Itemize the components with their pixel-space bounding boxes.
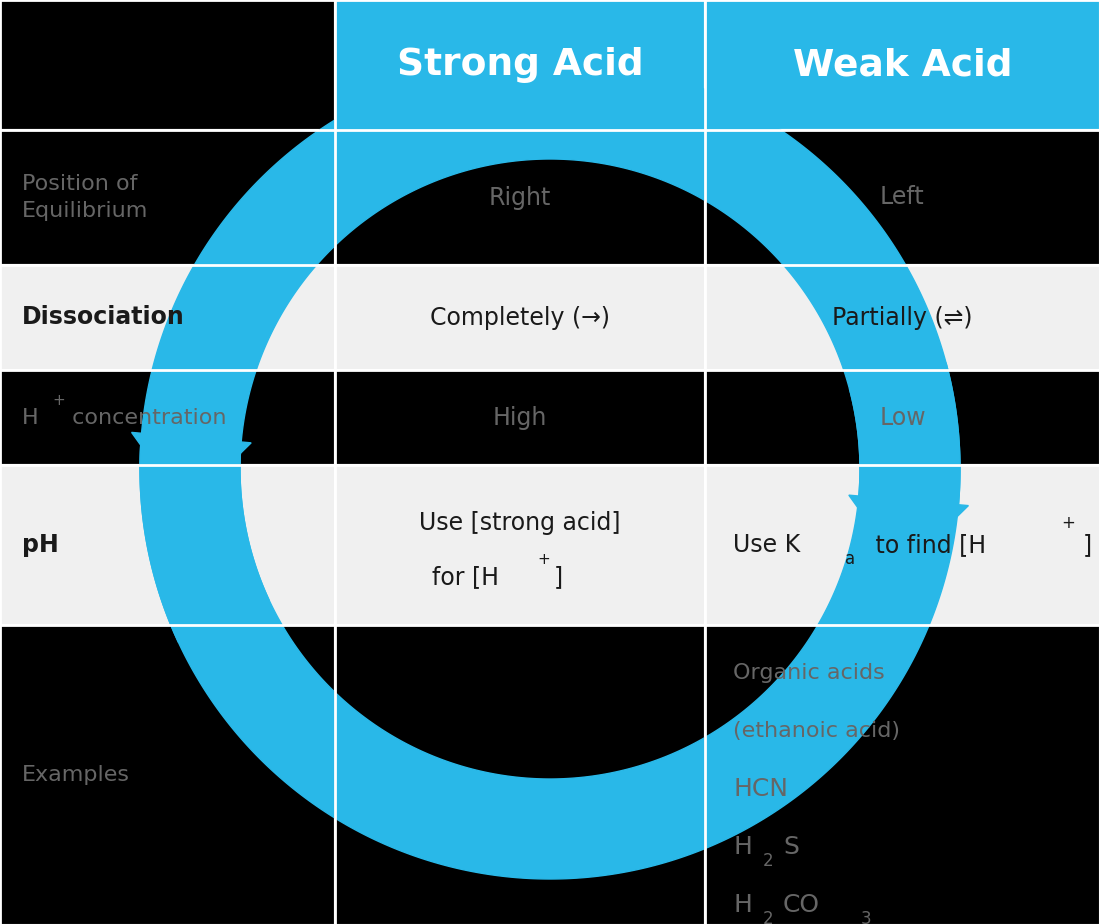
Text: a: a <box>845 550 855 568</box>
Text: (ethanoic acid): (ethanoic acid) <box>733 721 900 741</box>
Bar <box>705 370 1100 465</box>
Bar <box>0 465 336 625</box>
Text: Use [strong acid]: Use [strong acid] <box>419 511 620 535</box>
Text: Dissociation: Dissociation <box>22 306 185 330</box>
Text: Left: Left <box>880 186 925 210</box>
Text: H: H <box>22 407 38 428</box>
Polygon shape <box>140 363 960 879</box>
Bar <box>336 265 705 370</box>
Text: 3: 3 <box>861 910 871 924</box>
Text: concentration: concentration <box>65 407 227 428</box>
Text: to find [H: to find [H <box>868 533 986 557</box>
Bar <box>336 370 705 465</box>
Text: H: H <box>733 893 752 917</box>
Text: Strong Acid: Strong Acid <box>397 47 644 83</box>
Bar <box>0 130 336 265</box>
Text: ]: ] <box>1084 533 1092 557</box>
Text: CO: CO <box>783 893 820 917</box>
Polygon shape <box>132 432 251 507</box>
Text: Weak Acid: Weak Acid <box>793 47 1012 83</box>
Bar <box>705 265 1100 370</box>
Text: Use K: Use K <box>733 533 801 557</box>
Text: Organic acids: Organic acids <box>733 663 884 683</box>
Polygon shape <box>140 59 960 642</box>
Bar <box>0 265 336 370</box>
Bar <box>0 625 336 924</box>
Bar <box>336 625 705 924</box>
Text: Low: Low <box>879 406 926 430</box>
Text: +: + <box>52 393 65 408</box>
Text: High: High <box>493 406 547 430</box>
Text: HCN: HCN <box>733 777 788 801</box>
Bar <box>705 0 1100 130</box>
Polygon shape <box>849 495 968 570</box>
Bar <box>336 465 705 625</box>
Text: Completely (→): Completely (→) <box>430 306 610 330</box>
Bar <box>336 0 705 130</box>
Bar <box>0 370 336 465</box>
Text: Examples: Examples <box>22 765 130 785</box>
Text: Right: Right <box>488 186 551 210</box>
Text: for [H: for [H <box>432 565 499 589</box>
Text: ]: ] <box>554 565 563 589</box>
Text: +: + <box>1062 514 1075 532</box>
Bar <box>705 130 1100 265</box>
Text: 2: 2 <box>763 852 773 870</box>
Text: Position of
Equilibrium: Position of Equilibrium <box>22 175 148 221</box>
Bar <box>0 0 336 130</box>
Text: Partially (⇌): Partially (⇌) <box>833 306 972 330</box>
Text: pH: pH <box>22 533 58 557</box>
Text: H: H <box>733 835 752 859</box>
Bar <box>336 130 705 265</box>
Bar <box>705 625 1100 924</box>
Bar <box>705 465 1100 625</box>
Text: +: + <box>537 553 550 567</box>
Text: S: S <box>783 835 799 859</box>
Text: 2: 2 <box>763 910 773 924</box>
